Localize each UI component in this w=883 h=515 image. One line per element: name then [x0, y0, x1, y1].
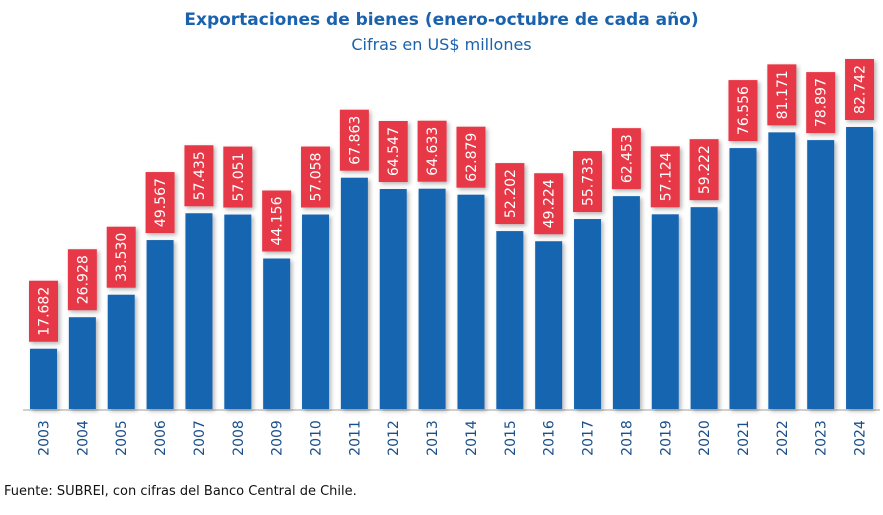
data-label: 76.556	[736, 86, 752, 135]
x-tick-label: 2022	[775, 420, 791, 456]
data-label-box	[145, 172, 175, 234]
data-label: 57.051	[231, 153, 247, 202]
x-tick-label: 2012	[386, 420, 402, 456]
data-label-box	[29, 280, 58, 342]
bar-2009	[263, 258, 291, 409]
data-label-box	[223, 146, 253, 208]
data-label-box	[262, 190, 292, 252]
bar-2008	[224, 214, 252, 409]
data-label-box	[689, 139, 719, 201]
data-label-box	[106, 226, 136, 288]
x-tick-label: 2023	[814, 420, 830, 456]
x-tick-label: 2006	[153, 420, 169, 456]
data-label-box	[845, 59, 875, 120]
x-tick-label: 2013	[425, 420, 441, 456]
bar-2017	[574, 219, 602, 409]
data-label: 26.928	[75, 255, 91, 304]
data-label: 59.222	[697, 145, 713, 194]
bar-2021	[729, 148, 757, 410]
bar-2004	[68, 317, 96, 409]
data-label: 52.202	[503, 169, 519, 218]
data-label-box	[650, 146, 680, 208]
bar-2010	[302, 214, 330, 409]
x-tick-label: 2019	[658, 420, 674, 456]
data-label-box	[184, 145, 214, 207]
data-label: 67.863	[347, 116, 363, 165]
x-tick-label: 2011	[347, 420, 363, 456]
bar-2011	[340, 177, 368, 409]
bar-2012	[379, 189, 407, 409]
data-label: 44.156	[270, 196, 286, 245]
x-tick-label: 2018	[619, 420, 635, 456]
x-tick-label: 2003	[37, 420, 53, 456]
x-tick-label: 2024	[853, 420, 869, 456]
data-label: 55.733	[581, 157, 597, 206]
data-label-box	[456, 126, 486, 188]
data-label: 78.897	[814, 78, 830, 127]
data-label-box	[767, 64, 797, 126]
bar-2024	[846, 127, 874, 409]
data-label: 81.171	[775, 70, 791, 119]
x-tick-label: 2010	[309, 420, 325, 456]
bar-2020	[690, 207, 718, 409]
data-label-box	[611, 128, 641, 190]
x-tick-label: 2004	[75, 420, 91, 456]
data-label-box	[728, 80, 758, 142]
data-label: 57.124	[658, 152, 674, 201]
data-label: 57.058	[309, 153, 325, 202]
bar-2023	[807, 140, 835, 409]
data-label-box	[301, 146, 331, 208]
bar-2013	[418, 188, 446, 409]
data-label-box	[806, 72, 836, 134]
data-label-box	[495, 163, 525, 225]
x-tick-label: 2005	[114, 420, 130, 456]
bar-2003	[30, 348, 57, 409]
x-tick-label: 2008	[231, 420, 247, 456]
data-label: 49.567	[153, 178, 169, 227]
x-tick-label: 2009	[270, 420, 286, 456]
data-label: 62.453	[619, 134, 635, 183]
x-tick-label: 2015	[503, 420, 519, 456]
data-label: 49.224	[542, 179, 558, 228]
bar-2019	[651, 214, 679, 409]
x-tick-label: 2014	[464, 420, 480, 456]
data-label: 33.530	[114, 233, 130, 282]
bar-2014	[457, 194, 485, 409]
x-tick-label: 2017	[581, 420, 597, 456]
bar-2015	[496, 231, 524, 409]
data-label: 57.435	[192, 151, 208, 200]
chart-subtitle: Cifras en US$ millones	[351, 35, 532, 54]
data-label-box	[534, 173, 564, 235]
chart-title: Exportaciones de bienes (enero-octubre d…	[184, 10, 699, 30]
bar-2005	[107, 294, 135, 409]
data-label-box	[378, 121, 408, 183]
data-label-box	[339, 109, 369, 171]
bar-2016	[535, 241, 563, 409]
data-label: 17.682	[37, 287, 53, 336]
source-note: Fuente: SUBREI, con cifras del Banco Cen…	[4, 484, 357, 499]
data-label: 64.547	[386, 127, 402, 176]
data-label: 62.879	[464, 133, 480, 182]
bar-2018	[612, 196, 640, 409]
bar-2007	[185, 213, 213, 409]
bar-2022	[768, 132, 796, 410]
bar-2006	[146, 240, 174, 409]
x-tick-label: 2020	[697, 420, 713, 456]
data-label-box	[573, 151, 603, 213]
data-label: 64.633	[425, 127, 441, 176]
data-label-box	[67, 249, 97, 311]
data-label: 82.742	[853, 65, 869, 114]
x-tick-label: 2021	[736, 420, 752, 456]
x-tick-label: 2007	[192, 420, 208, 456]
data-label-box	[417, 120, 447, 182]
x-tick-label: 2016	[542, 420, 558, 456]
